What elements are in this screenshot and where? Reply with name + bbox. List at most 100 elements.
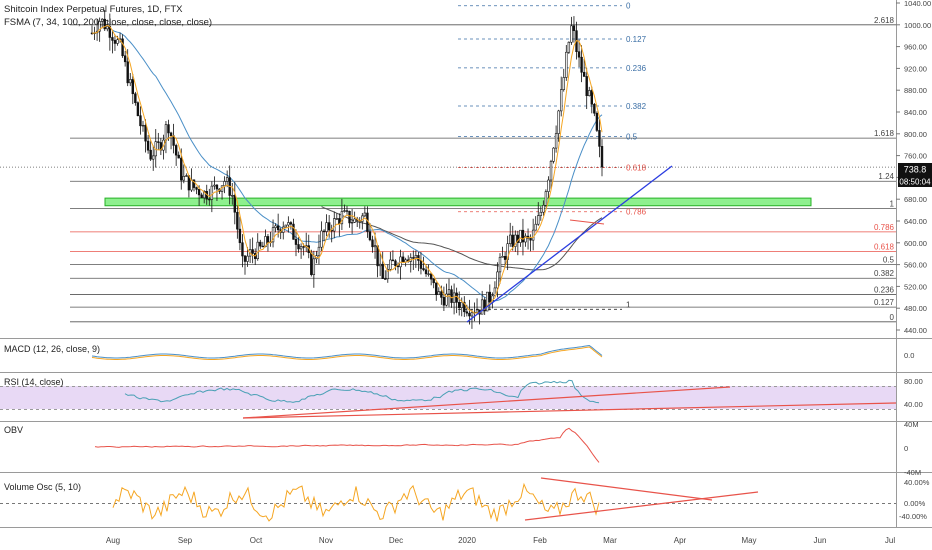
candle-body bbox=[131, 79, 134, 95]
candle-body bbox=[519, 229, 522, 243]
candle-body bbox=[445, 293, 448, 306]
fib-dashed-label: 0.127 bbox=[626, 35, 647, 44]
x-axis-label: 2020 bbox=[458, 536, 476, 545]
candle-body bbox=[302, 246, 305, 248]
candle-body bbox=[340, 211, 344, 225]
candle-body bbox=[126, 61, 129, 84]
svg-text:08:50:04: 08:50:04 bbox=[899, 178, 931, 187]
candle-body bbox=[169, 132, 173, 137]
price-tick-label: 1000.00 bbox=[904, 21, 931, 30]
candle-body bbox=[590, 90, 594, 105]
price-tick-label: 520.00 bbox=[904, 282, 927, 291]
trendline-main bbox=[466, 165, 673, 323]
indicator-label: FSMA (7, 34, 100, 200, close, close, clo… bbox=[4, 17, 212, 28]
candle-body bbox=[297, 244, 300, 250]
price-tick-label: 760.00 bbox=[904, 152, 927, 161]
price-tick-label: 560.00 bbox=[904, 261, 927, 270]
ma-7-line bbox=[91, 24, 603, 314]
candle-body bbox=[386, 269, 389, 280]
candle-body bbox=[182, 175, 185, 181]
candle-body bbox=[299, 246, 303, 250]
candle-body bbox=[113, 40, 117, 44]
macd-tick-0: 0.0 bbox=[904, 351, 914, 360]
candle-body bbox=[414, 255, 418, 259]
candle-body bbox=[554, 133, 558, 149]
candle-body bbox=[353, 218, 356, 223]
vol-osc-tick-40: 40.00% bbox=[904, 478, 930, 487]
fib-dashed-label: 0.236 bbox=[626, 64, 647, 73]
vol-osc-line bbox=[112, 482, 600, 522]
x-axis-label: Apr bbox=[674, 536, 687, 545]
fib-label: 1.24 bbox=[878, 172, 894, 181]
candle-body bbox=[378, 263, 382, 267]
candle-body bbox=[381, 263, 384, 279]
candle-body bbox=[539, 211, 543, 216]
chart-title: Shitcoin Index Perpetual Futures, 1D, FT… bbox=[4, 4, 183, 15]
candle-body bbox=[327, 222, 331, 231]
candle-body bbox=[312, 258, 316, 275]
candle-body bbox=[503, 256, 507, 260]
candle-body bbox=[106, 26, 109, 30]
candle-body bbox=[149, 149, 152, 160]
price-tick-label: 880.00 bbox=[904, 86, 927, 95]
candle-body bbox=[103, 18, 106, 30]
fib-label: 0.236 bbox=[874, 286, 895, 295]
x-axis-label: Aug bbox=[106, 536, 120, 545]
candle-body bbox=[450, 289, 453, 303]
candle-body bbox=[537, 215, 540, 225]
fib-dashed-label-red: 0.786 bbox=[626, 208, 647, 217]
candle-body bbox=[195, 187, 198, 190]
rsi-line bbox=[124, 379, 600, 404]
candle-body bbox=[588, 90, 591, 97]
candle-body bbox=[146, 140, 150, 151]
candle-body bbox=[129, 79, 132, 84]
candle-body bbox=[192, 179, 196, 188]
candle-body bbox=[435, 282, 438, 296]
candle-body bbox=[565, 51, 568, 78]
candle-body bbox=[582, 71, 586, 77]
candle-body bbox=[348, 210, 351, 224]
candle-body bbox=[429, 273, 433, 280]
candle-body bbox=[422, 268, 425, 271]
candle-body bbox=[427, 273, 430, 275]
candle-body bbox=[514, 234, 517, 247]
candle-body bbox=[233, 195, 236, 213]
candle-body bbox=[241, 242, 244, 257]
candle-body bbox=[465, 311, 469, 314]
candle-body bbox=[567, 41, 571, 53]
candle-body bbox=[333, 218, 336, 232]
candle-body bbox=[144, 124, 147, 142]
obv-tick-0: 0 bbox=[904, 444, 908, 453]
candle-body bbox=[542, 205, 545, 213]
candle-body bbox=[452, 292, 456, 303]
candle-body bbox=[121, 38, 124, 57]
candle-body bbox=[231, 195, 234, 197]
fib-dashed-label: 0.382 bbox=[626, 102, 647, 111]
x-axis-label: Sep bbox=[178, 536, 193, 545]
x-axis-label: Oct bbox=[250, 536, 263, 545]
fib-levels: 2.618 1.618 1.24 1 0.5 0.382 0.236 0.127 0 0.786 0… bbox=[0, 2, 896, 323]
svg-text:738.8: 738.8 bbox=[904, 165, 927, 175]
candle-body bbox=[547, 179, 550, 192]
candle-body bbox=[215, 184, 219, 190]
candle-body bbox=[524, 235, 527, 243]
fib-label: 0.127 bbox=[874, 298, 895, 307]
candle-body bbox=[552, 147, 555, 162]
candle-body bbox=[470, 312, 474, 317]
candle-body bbox=[116, 39, 119, 44]
candle-body bbox=[261, 245, 265, 248]
fib-label: 0.382 bbox=[874, 269, 895, 278]
candle-body bbox=[287, 222, 290, 226]
candle-body bbox=[317, 246, 321, 257]
candle-body bbox=[488, 291, 491, 303]
candle-body bbox=[289, 222, 293, 225]
candle-body bbox=[549, 161, 553, 181]
candle-body bbox=[468, 312, 471, 317]
price-tick-label: 680.00 bbox=[904, 195, 927, 204]
candle-body bbox=[246, 255, 249, 262]
candle-body bbox=[447, 289, 451, 295]
candle-body bbox=[256, 241, 259, 259]
candle-body bbox=[141, 124, 145, 127]
rsi-label: RSI (14, close) bbox=[4, 377, 64, 387]
